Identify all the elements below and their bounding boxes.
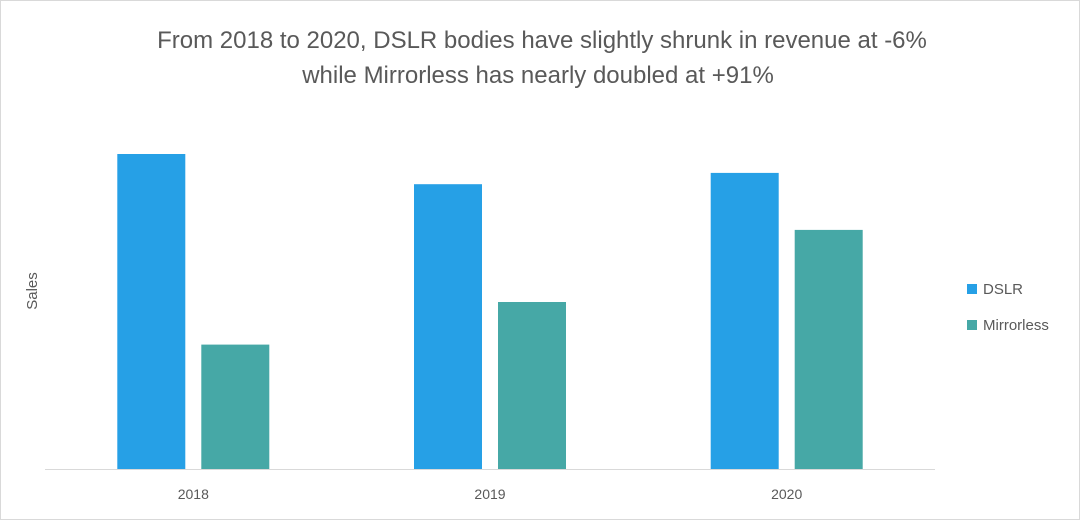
bars — [117, 154, 863, 469]
bar-dslr-2019 — [414, 184, 482, 469]
chart-title-line-1: From 2018 to 2020, DSLR bodies have slig… — [157, 27, 927, 54]
bar-mirrorless-2019 — [498, 302, 566, 469]
chart-title-line-2: while Mirrorless has nearly doubled at +… — [301, 62, 774, 89]
legend-swatch-dslr — [967, 284, 977, 294]
y-axis-title: Sales — [24, 272, 41, 310]
chart-title: From 2018 to 2020, DSLR bodies have slig… — [157, 27, 927, 89]
legend-swatch-mirrorless — [967, 320, 977, 330]
bar-mirrorless-2018 — [201, 344, 270, 469]
legend-label-mirrorless: Mirrorless — [983, 317, 1049, 334]
bar-dslr-2018 — [117, 154, 186, 469]
bar-dslr-2020 — [710, 172, 779, 469]
x-tick-label-2018: 2018 — [178, 486, 209, 502]
x-axis-tick-labels: 2018 2019 2020 — [178, 486, 803, 502]
legend-label-dslr: DSLR — [983, 281, 1023, 298]
x-tick-label-2020: 2020 — [771, 486, 802, 502]
bar-mirrorless-2020 — [794, 229, 863, 469]
legend: DSLR Mirrorless — [967, 281, 1049, 334]
x-tick-label-2019: 2019 — [474, 486, 505, 502]
